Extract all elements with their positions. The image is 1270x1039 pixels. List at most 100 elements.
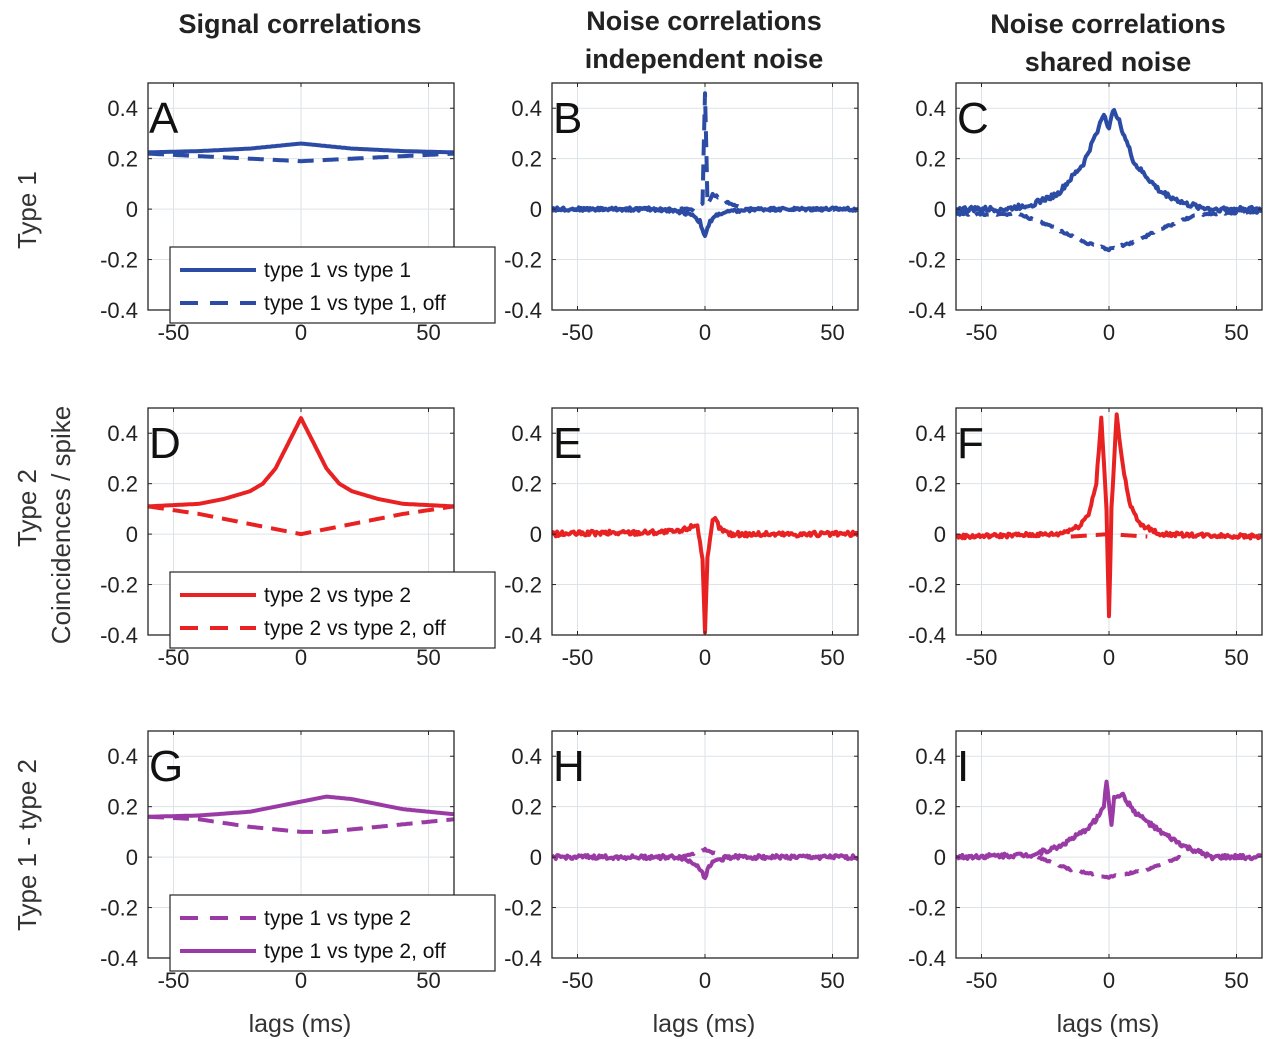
- legend-label: type 1 vs type 1, off: [264, 292, 446, 315]
- x-tick-label: 50: [1224, 968, 1248, 993]
- x-tick-label: 0: [699, 320, 711, 345]
- y-tick-label: -0.2: [504, 573, 542, 598]
- row-label-type1: Type 1: [12, 171, 42, 249]
- x-tick-label: 0: [1103, 968, 1115, 993]
- y-tick-label: 0: [530, 522, 542, 547]
- x-tick-label: 50: [416, 645, 440, 670]
- y-tick-label: -0.2: [504, 248, 542, 273]
- legend-label: type 1 vs type 1: [264, 259, 411, 282]
- legend-label: type 1 vs type 2: [264, 907, 411, 930]
- x-tick-label: -50: [562, 645, 594, 670]
- legend: type 1 vs type 1 type 1 vs type 1, off: [169, 246, 496, 324]
- y-tick-label: 0: [530, 197, 542, 222]
- x-tick-label: 50: [416, 968, 440, 993]
- xlabel-col1: lags (ms): [249, 1010, 352, 1038]
- y-tick-label: 0.4: [107, 96, 138, 121]
- y-tick-label: -0.4: [504, 623, 542, 648]
- x-tick-label: 0: [1103, 645, 1115, 670]
- x-tick-label: -50: [966, 320, 998, 345]
- panel-letter: D: [149, 419, 181, 468]
- series-line-I-1: [1036, 854, 1182, 880]
- y-tick-label: -0.4: [100, 298, 138, 323]
- y-tick-label: 0: [934, 197, 946, 222]
- x-tick-label: 0: [295, 645, 307, 670]
- x-tick-label: 0: [699, 645, 711, 670]
- x-tick-label: 50: [820, 968, 844, 993]
- panel-letter: H: [553, 742, 585, 791]
- shared-ylabel: Coincidences / spike: [46, 406, 76, 644]
- series-line-H-0: [552, 853, 858, 881]
- y-tick-label: 0.4: [915, 744, 946, 769]
- column-title-signal: Signal correlations: [178, 9, 421, 39]
- y-tick-label: -0.4: [504, 946, 542, 971]
- legend-box: [169, 894, 496, 972]
- y-tick-label: 0.4: [915, 421, 946, 446]
- x-tick-label: -50: [562, 320, 594, 345]
- y-tick-label: 0.2: [915, 472, 946, 497]
- y-tick-label: -0.2: [100, 896, 138, 921]
- x-tick-label: 0: [295, 320, 307, 345]
- y-tick-label: 0.2: [915, 795, 946, 820]
- panel-letter: C: [957, 94, 989, 143]
- y-tick-label: 0.4: [511, 96, 542, 121]
- series-line-D-1: [148, 504, 454, 537]
- y-tick-label: 0: [126, 197, 138, 222]
- x-tick-label: 50: [1224, 320, 1248, 345]
- panel-letter: B: [553, 94, 582, 143]
- panel-F: -50 0 50 -0.4 -0.2 0 0.2 0.4 F: [908, 407, 1263, 670]
- series-line-B-1: [552, 91, 858, 213]
- y-tick-label: 0: [126, 522, 138, 547]
- series-line-F-0: [956, 412, 1262, 619]
- row-label-type1-type2: Type 1 - type 2: [12, 759, 42, 931]
- x-tick-label: -50: [966, 968, 998, 993]
- y-tick-label: 0.2: [107, 795, 138, 820]
- panel-H: -50 0 50 -0.4 -0.2 0 0.2 0.4 H: [504, 730, 859, 993]
- x-tick-label: 0: [1103, 320, 1115, 345]
- panel-letter: A: [149, 94, 179, 143]
- y-tick-label: 0.4: [511, 744, 542, 769]
- panel-letter: I: [957, 742, 969, 791]
- x-tick-label: 0: [699, 968, 711, 993]
- series-line-D-0: [148, 416, 454, 509]
- y-tick-label: 0: [934, 522, 946, 547]
- x-tick-label: -50: [562, 968, 594, 993]
- x-tick-label: 50: [820, 320, 844, 345]
- x-tick-label: 0: [295, 968, 307, 993]
- panel-letter: F: [957, 419, 984, 468]
- xlabel-col2: lags (ms): [653, 1010, 756, 1038]
- legend: type 1 vs type 2 type 1 vs type 2, off: [169, 894, 496, 972]
- column-title-noise-shared-line1: Noise correlations: [990, 9, 1226, 39]
- series-line-H-1: [678, 846, 732, 860]
- y-tick-label: -0.4: [908, 623, 946, 648]
- x-tick-label: 50: [820, 645, 844, 670]
- y-tick-label: -0.2: [504, 896, 542, 921]
- y-tick-label: 0.4: [915, 96, 946, 121]
- x-tick-label: -50: [158, 320, 190, 345]
- y-tick-label: -0.2: [100, 248, 138, 273]
- y-tick-label: -0.2: [908, 248, 946, 273]
- panel-letter: G: [149, 742, 183, 791]
- y-tick-label: -0.4: [100, 946, 138, 971]
- series-line-A-1: [148, 151, 454, 164]
- series-line-G-0: [148, 794, 454, 819]
- y-tick-label: -0.4: [504, 298, 542, 323]
- y-tick-label: -0.2: [908, 573, 946, 598]
- y-tick-label: 0: [126, 845, 138, 870]
- y-tick-label: 0: [530, 845, 542, 870]
- row-label-type2: Type 2: [12, 469, 42, 547]
- legend-label: type 1 vs type 2, off: [264, 940, 446, 963]
- y-tick-label: 0.2: [915, 147, 946, 172]
- x-tick-label: -50: [158, 968, 190, 993]
- y-tick-label: -0.4: [908, 946, 946, 971]
- series-line-C-0: [956, 108, 1262, 214]
- xlabel-col3: lags (ms): [1057, 1010, 1160, 1038]
- panel-E: -50 0 50 -0.4 -0.2 0 0.2 0.4 E: [504, 407, 859, 670]
- y-tick-label: -0.2: [908, 896, 946, 921]
- y-tick-label: 0.2: [107, 147, 138, 172]
- x-tick-label: 50: [1224, 645, 1248, 670]
